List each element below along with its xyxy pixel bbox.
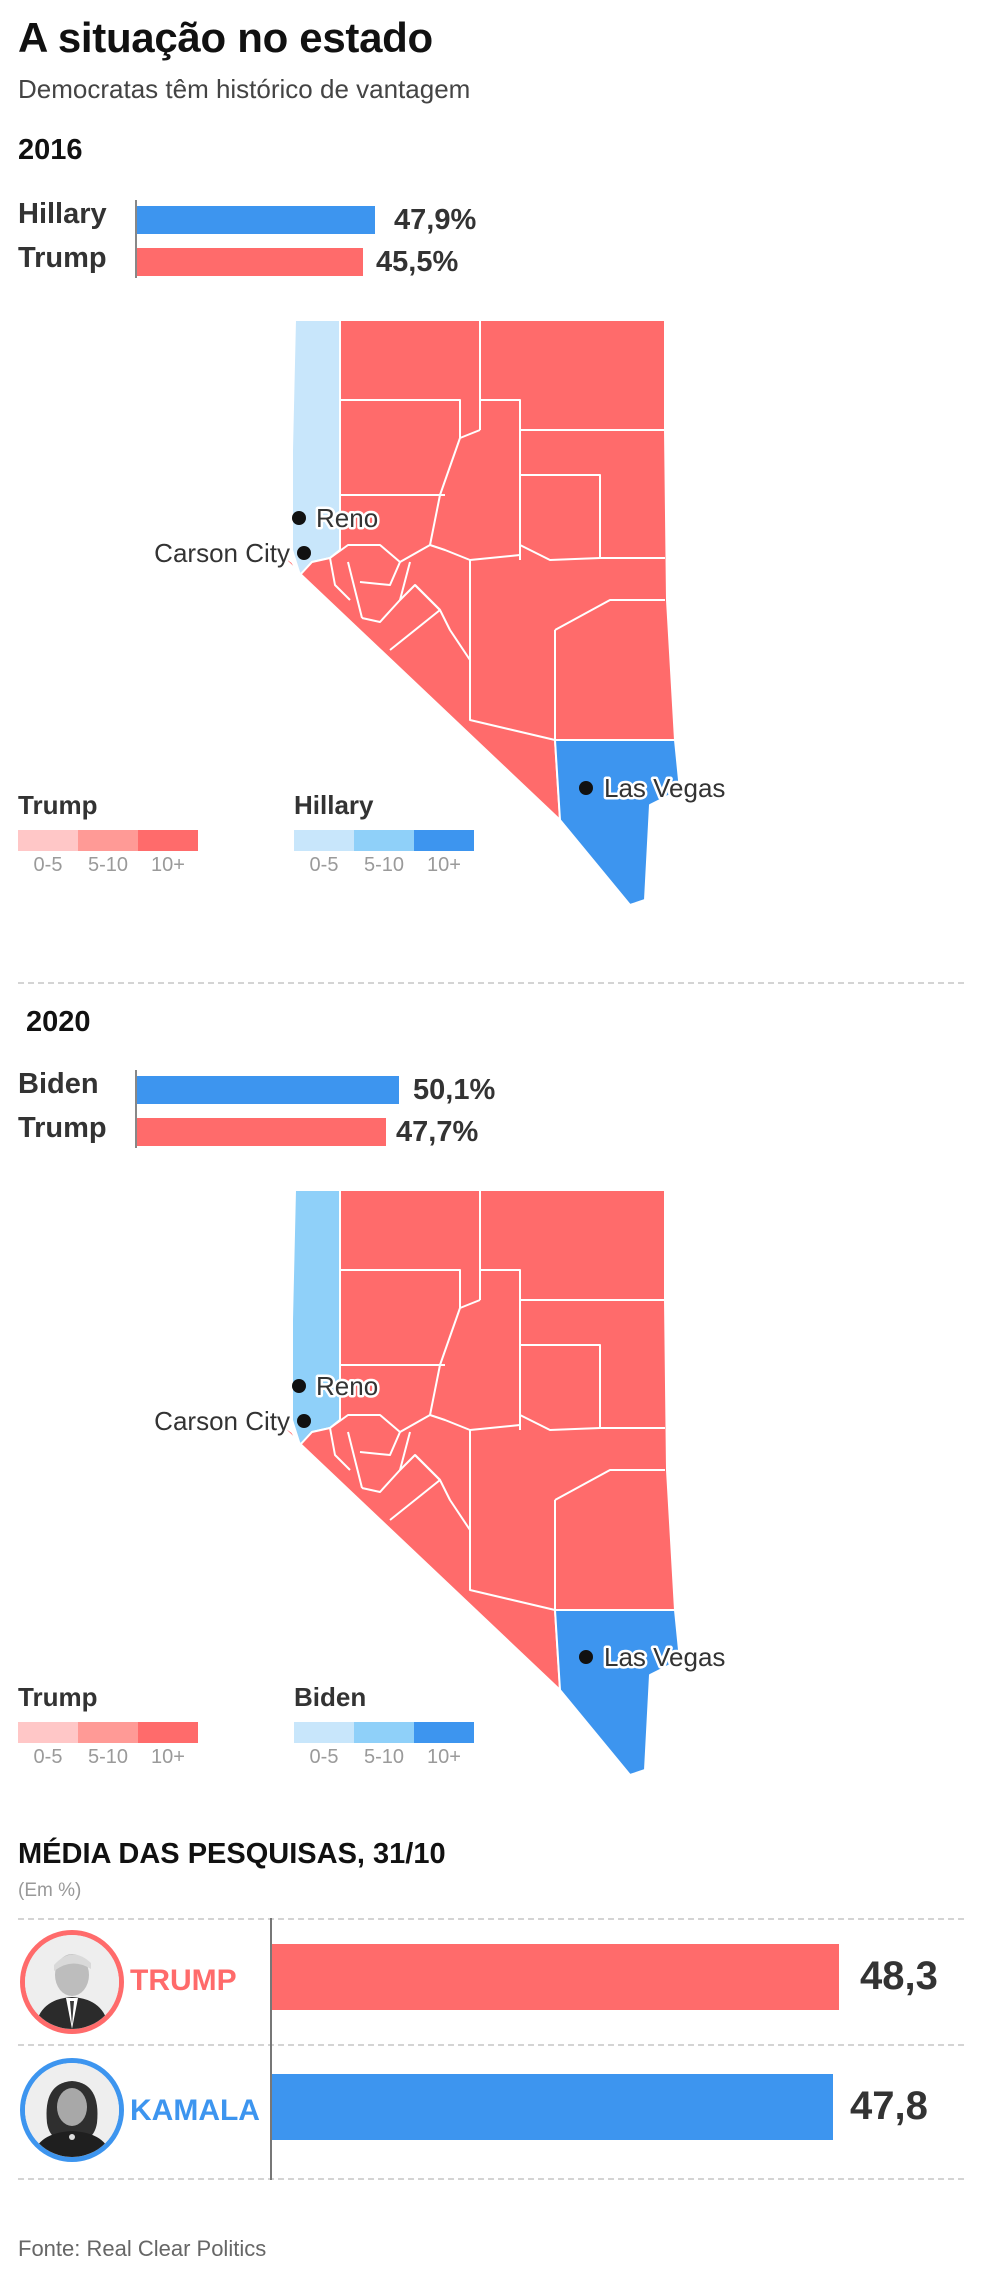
city-markers: [292, 511, 593, 795]
poll-name-kamala: KAMALA: [130, 2094, 260, 2127]
county-clark: [554, 739, 681, 906]
legend-2016: Trump 0-5 5-10 10+ Hillary 0-5 5-10 10+: [18, 790, 498, 890]
poll-name-trump: TRUMP: [130, 1964, 237, 1997]
city-label-reno: Reno: [316, 1371, 378, 1401]
candidate-bar: [137, 1118, 386, 1146]
avatar-kamala: [20, 2058, 124, 2162]
county-group-rep: [274, 319, 676, 821]
poll-divider: [18, 2178, 964, 2180]
legend-swatch: [294, 830, 354, 851]
legend-swatch: [414, 830, 474, 851]
legend-swatch: [18, 1722, 78, 1743]
polls-title: MÉDIA DAS PESQUISAS, 31/10: [18, 1838, 446, 1870]
poll-divider: [18, 1918, 964, 1920]
city-dot-carson: [297, 1414, 311, 1428]
candidate-name: Hillary: [18, 198, 107, 230]
legend-tick: 0-5: [309, 854, 339, 876]
legend-tick: 10+: [427, 1746, 461, 1768]
legend-tick: 5-10: [363, 1746, 405, 1768]
legend-rep-title: Trump: [18, 1682, 98, 1712]
portrait-trump-icon: [25, 1935, 119, 2029]
candidate-bar: [137, 1076, 399, 1104]
legend-swatch: [18, 830, 78, 851]
legend-swatch: [78, 1722, 138, 1743]
page-subtitle: Democratas têm histórico de vantagem: [18, 74, 471, 104]
year-2016-label: 2016: [18, 134, 83, 166]
legend-swatch: [78, 830, 138, 851]
bar-axis: [135, 1070, 137, 1148]
page-title: A situação no estado: [18, 14, 433, 61]
legend-swatch: [138, 1722, 198, 1743]
city-label-carson: Carson City: [154, 1406, 290, 1436]
county-group-rep: [274, 1189, 676, 1691]
results-2016: Hillary 47,9% Trump 45,5%: [0, 190, 984, 290]
candidate-name: Biden: [18, 1068, 99, 1100]
polls-subtitle: (Em %): [18, 1880, 82, 1901]
nevada-map-2016: Reno Carson City Las Vegas: [152, 319, 728, 906]
legend-swatch: [414, 1722, 474, 1743]
legend-tick: 10+: [151, 1746, 185, 1768]
legend-dem-title: Hillary: [294, 790, 374, 820]
candidate-pct: 45,5%: [376, 246, 459, 278]
section-divider: [18, 982, 964, 984]
legend-tick: 0-5: [33, 1746, 63, 1768]
candidate-name: Trump: [18, 242, 107, 274]
results-2020: Biden 50,1% Trump 47,7%: [0, 1060, 984, 1160]
avatar-trump: [20, 1930, 124, 2034]
city-dot-reno: [292, 1379, 306, 1393]
candidate-pct: 50,1%: [413, 1074, 496, 1106]
poll-value-kamala: 47,8: [850, 2084, 928, 2128]
candidate-pct: 47,9%: [394, 204, 477, 236]
legend-tick: 0-5: [33, 854, 63, 876]
legend-swatch: [138, 830, 198, 851]
poll-bar-kamala: [272, 2074, 833, 2140]
city-dot-reno: [292, 511, 306, 525]
city-label-carson: Carson City: [154, 538, 290, 568]
city-label-reno: Reno: [316, 503, 378, 533]
city-label-las-vegas: Las Vegas: [604, 773, 725, 803]
city-dot-carson: [297, 546, 311, 560]
poll-divider: [18, 2044, 964, 2046]
legend-tick: 10+: [427, 854, 461, 876]
candidate-name: Trump: [18, 1112, 107, 1144]
poll-bar-trump: [272, 1944, 839, 2010]
legend-tick: 5-10: [363, 854, 405, 876]
city-dot-las-vegas: [579, 781, 593, 795]
candidate-bar: [137, 248, 363, 276]
county-washoe: [291, 1189, 341, 1446]
candidate-bar: [137, 206, 375, 234]
city-markers: [292, 1379, 593, 1664]
city-dot-las-vegas: [579, 1650, 593, 1664]
poll-axis: [270, 1918, 272, 2180]
portrait-kamala-icon: [25, 2063, 119, 2157]
year-2020-label: 2020: [26, 1006, 91, 1038]
legend-tick: 5-10: [87, 854, 129, 876]
bar-axis: [135, 200, 137, 278]
county-clark: [554, 1609, 681, 1776]
legend-dem-title: Biden: [294, 1682, 367, 1712]
candidate-pct: 47,7%: [396, 1116, 479, 1148]
legend-rep-title: Trump: [18, 790, 98, 820]
legend-swatch: [354, 1722, 414, 1743]
legend-tick: 10+: [151, 854, 185, 876]
nevada-map-2020: Reno Carson City Las Vegas: [152, 1189, 728, 1776]
poll-value-trump: 48,3: [860, 1954, 938, 1998]
legend-2020: Trump 0-5 5-10 10+ Biden 0-5 5-10 10+: [18, 1682, 498, 1782]
city-label-las-vegas: Las Vegas: [604, 1642, 725, 1672]
legend-swatch: [354, 830, 414, 851]
source-note: Fonte: Real Clear Politics: [18, 2236, 267, 2261]
legend-tick: 5-10: [87, 1746, 129, 1768]
legend-tick: 0-5: [309, 1746, 339, 1768]
county-washoe: [291, 319, 341, 576]
legend-swatch: [294, 1722, 354, 1743]
